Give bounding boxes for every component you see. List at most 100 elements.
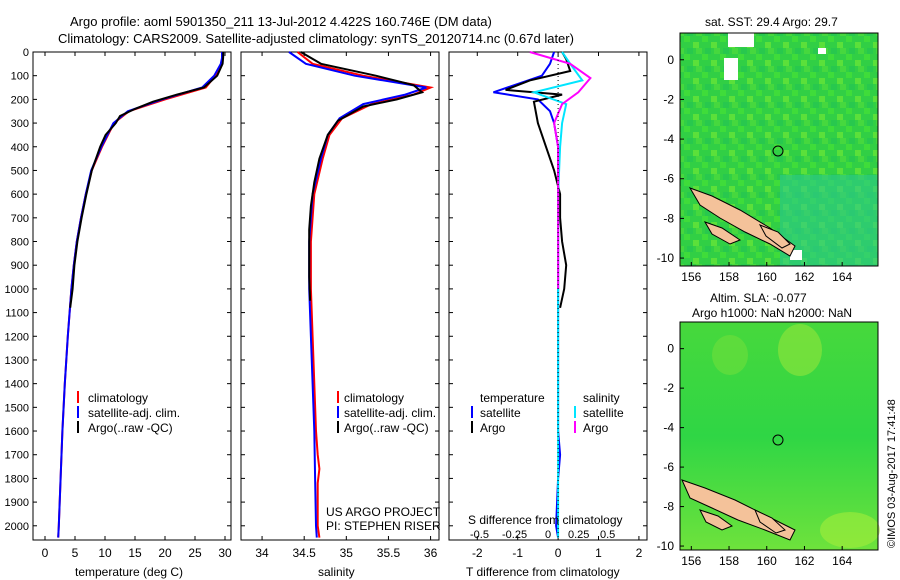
temperature-panel: 0100200300400500600700800900100011001200… — [5, 47, 232, 579]
difference-xlabel: T difference from climatology — [466, 565, 620, 579]
sla-map: Altim. SLA: -0.077 Argo h1000: NaN h2000… — [657, 291, 880, 568]
x-tick-label: 5 — [72, 546, 79, 560]
figure-title: Argo profile: aoml 5901350_211 13-Jul-20… — [70, 14, 492, 29]
lat-tick-label: 0 — [667, 53, 674, 67]
x-tick-label: 2 — [636, 546, 643, 560]
series-line-temp-satellite — [493, 51, 562, 538]
legend-label-argo: Argo(..raw -QC) — [344, 421, 429, 435]
depth-tick-label: 600 — [11, 189, 29, 201]
float-location-marker — [772, 434, 784, 446]
lon-tick-label: 160 — [757, 270, 777, 284]
legend-label-sal-satellite: satellite — [583, 406, 624, 420]
cloud-gap — [790, 250, 802, 260]
x-tick-label: 20 — [158, 546, 172, 560]
legend-label-temp-satellite: satellite — [480, 406, 521, 420]
x-tick-label: 0 — [42, 546, 49, 560]
legend-label-satellite: satellite-adj. clim. — [344, 406, 436, 420]
sla-high-patch — [820, 512, 880, 548]
lon-tick-label: 158 — [719, 554, 739, 568]
depth-tick-label: 500 — [11, 165, 29, 177]
series-line-climatology — [57, 52, 224, 538]
project-line2: PI: STEPHEN RISER — [326, 519, 441, 533]
x-tick-label: 35.5 — [377, 546, 401, 560]
depth-tick-label: 1900 — [5, 497, 29, 509]
x-tick-label: 34.5 — [293, 546, 317, 560]
depth-tick-label: 1300 — [5, 355, 29, 367]
lon-tick-label: 162 — [794, 270, 814, 284]
x-tick-label: 34 — [255, 546, 269, 560]
x-tick-label: 36 — [424, 546, 438, 560]
series-line-climatology — [296, 51, 435, 538]
cloud-gap — [728, 33, 754, 47]
series-line-temp-argo — [505, 51, 572, 309]
lon-tick-label: 160 — [757, 554, 777, 568]
x-tick-label: 0 — [555, 546, 562, 560]
lat-tick-label: -2 — [663, 92, 674, 106]
series-line-argo — [69, 52, 225, 308]
figure-subtitle: Climatology: CARS2009. Satellite-adjuste… — [58, 31, 574, 46]
sla-high-patch — [778, 324, 822, 376]
legend-label-climatology: climatology — [88, 391, 148, 405]
depth-tick-label: 200 — [11, 94, 29, 106]
island-coast — [688, 187, 796, 257]
salinity-xlabel: salinity — [318, 565, 355, 579]
depth-tick-label: 1700 — [5, 450, 29, 462]
legend-label-argo: Argo(..raw -QC) — [88, 421, 173, 435]
x-tick-label: -2 — [472, 546, 483, 560]
legend-temp-head: temperature — [480, 391, 545, 405]
depth-tick-label: 700 — [11, 213, 29, 225]
series-line-argo — [300, 51, 425, 301]
depth-tick-label: 1800 — [5, 473, 29, 485]
cloud-gap — [724, 58, 738, 80]
depth-tick-label: 100 — [11, 71, 29, 83]
legend-label-temp-argo: Argo — [480, 421, 506, 435]
lon-tick-label: 156 — [681, 270, 701, 284]
island-coast — [699, 509, 734, 531]
lon-tick-label: 162 — [794, 554, 814, 568]
lat-tick-label: -2 — [663, 381, 674, 395]
lon-tick-label: 158 — [719, 270, 739, 284]
depth-tick-label: 400 — [11, 142, 29, 154]
depth-tick-label: 1200 — [5, 331, 29, 343]
lon-tick-label: 164 — [832, 270, 852, 284]
sla-map-title-2: Argo h1000: NaN h2000: NaN — [692, 306, 852, 320]
depth-tick-label: 300 — [11, 118, 29, 130]
lat-tick-label: -4 — [663, 421, 674, 435]
lon-tick-label: 164 — [832, 554, 852, 568]
series-line-sal-argo — [529, 51, 592, 289]
salinity-panel: 34 34.5 35 35.5 36 salinity — [240, 51, 440, 579]
island-coast — [758, 224, 791, 249]
sst-map: sat. SST: 29.4 Argo: 29.7 156 158 160 162 16… — [657, 15, 879, 284]
difference-panel: -2 -1 0 1 2 T difference from climatology S … — [448, 51, 648, 579]
timestamp-stamp: ©IMOS 03-Aug-2017 17:41:48 — [886, 399, 898, 548]
depth-tick-label: 800 — [11, 237, 29, 249]
project-line1: US ARGO PROJECT — [326, 505, 441, 519]
x-tick-label: 10 — [98, 546, 112, 560]
depth-tick-label: 2000 — [5, 521, 29, 533]
lat-tick-label: -10 — [657, 539, 675, 553]
depth-tick-label: 1400 — [5, 379, 29, 391]
s-tick-label: -0.5 — [470, 529, 489, 541]
cloud-gap — [818, 48, 826, 54]
difference-legend: temperature salinity satellite Argo sate… — [471, 391, 624, 435]
x-tick-label: 15 — [128, 546, 142, 560]
island-coast — [754, 508, 786, 534]
legend-sal-head: salinity — [583, 391, 620, 405]
sst-map-title: sat. SST: 29.4 Argo: 29.7 — [705, 15, 838, 29]
depth-tick-label: 1600 — [5, 426, 29, 438]
s-tick-label: 0 — [545, 529, 551, 541]
depth-tick-label: 0 — [23, 47, 29, 59]
temperature-legend: climatology satellite-adj. clim. Argo(..… — [77, 391, 180, 435]
float-location-marker — [772, 145, 784, 157]
series-line-satellite — [57, 52, 223, 538]
depth-tick-label: 1500 — [5, 402, 29, 414]
depth-tick-label: 1100 — [5, 308, 29, 320]
legend-label-satellite: satellite-adj. clim. — [88, 406, 180, 420]
sla-map-title-1: Altim. SLA: -0.077 — [710, 291, 807, 305]
salinity-legend: climatology satellite-adj. clim. Argo(..… — [337, 391, 436, 435]
s-tick-label: 0.5 — [600, 529, 615, 541]
island-coast — [703, 221, 742, 245]
x-tick-label: 30 — [218, 546, 232, 560]
depth-tick-label: 900 — [11, 260, 29, 272]
